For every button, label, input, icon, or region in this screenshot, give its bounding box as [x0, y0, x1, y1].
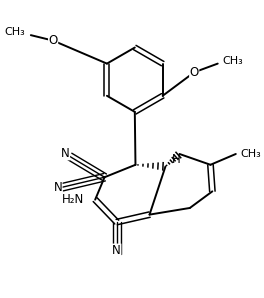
- Text: O: O: [49, 34, 58, 47]
- Text: CH₃: CH₃: [222, 56, 243, 66]
- Text: CH₃: CH₃: [240, 149, 261, 159]
- Text: N: N: [61, 147, 70, 160]
- Text: CH₃: CH₃: [4, 27, 25, 37]
- Text: N: N: [112, 244, 121, 257]
- Text: H₂N: H₂N: [62, 193, 84, 206]
- Text: H: H: [172, 153, 180, 165]
- Text: N: N: [54, 181, 62, 194]
- Text: O: O: [190, 66, 199, 79]
